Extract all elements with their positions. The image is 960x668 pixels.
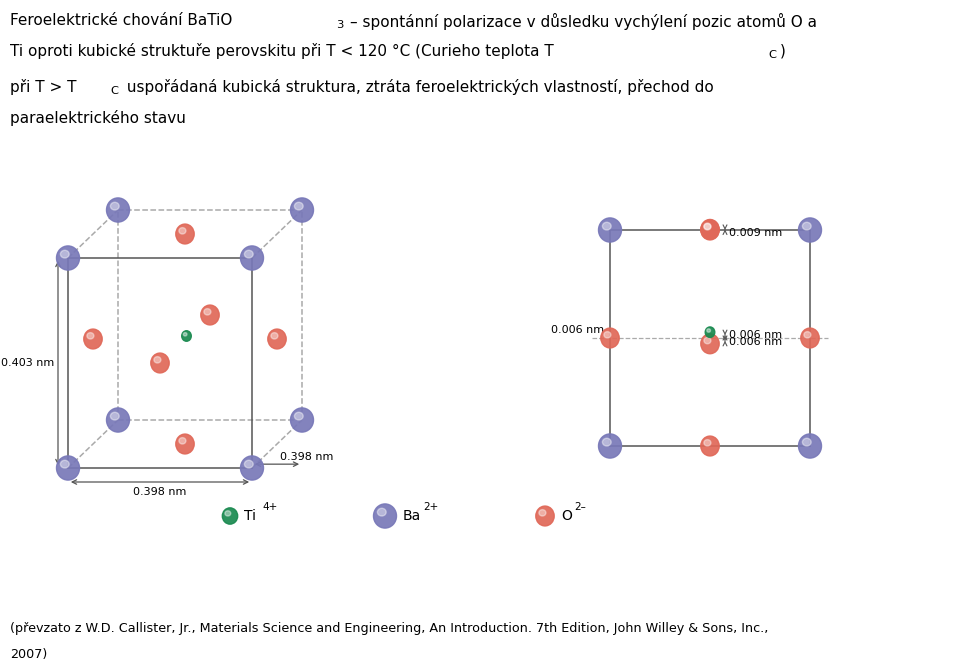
- Ellipse shape: [176, 434, 194, 454]
- Ellipse shape: [151, 353, 169, 373]
- Ellipse shape: [223, 508, 238, 524]
- Text: 0.006 nm: 0.006 nm: [551, 325, 604, 335]
- Ellipse shape: [176, 224, 194, 244]
- Ellipse shape: [601, 328, 619, 348]
- Ellipse shape: [57, 246, 80, 270]
- Ellipse shape: [804, 331, 811, 338]
- Ellipse shape: [603, 222, 612, 230]
- Text: 0.006 nm: 0.006 nm: [729, 330, 782, 340]
- Ellipse shape: [377, 508, 386, 516]
- Ellipse shape: [84, 329, 102, 349]
- Ellipse shape: [204, 309, 211, 315]
- Ellipse shape: [107, 198, 130, 222]
- Ellipse shape: [225, 511, 230, 516]
- Ellipse shape: [245, 460, 253, 468]
- Ellipse shape: [373, 504, 396, 528]
- Ellipse shape: [110, 202, 119, 210]
- Text: (převzato z W.D. Callister, Jr., Materials Science and Engineering, An Introduct: (převzato z W.D. Callister, Jr., Materia…: [10, 622, 768, 635]
- Ellipse shape: [241, 246, 263, 270]
- Ellipse shape: [241, 456, 263, 480]
- Ellipse shape: [598, 434, 621, 458]
- Ellipse shape: [87, 333, 94, 339]
- Ellipse shape: [245, 250, 253, 258]
- Text: 0.398 nm: 0.398 nm: [279, 452, 333, 462]
- Text: – spontánní polarizace v důsledku vychýlení pozic atomů O a: – spontánní polarizace v důsledku vychýl…: [350, 13, 817, 30]
- Text: paraelektrického stavu: paraelektrického stavu: [10, 110, 186, 126]
- Text: Feroelektrické chování BaTiO: Feroelektrické chování BaTiO: [10, 13, 232, 28]
- Ellipse shape: [706, 327, 715, 337]
- Ellipse shape: [201, 305, 219, 325]
- Ellipse shape: [295, 412, 303, 420]
- Ellipse shape: [704, 223, 711, 229]
- Ellipse shape: [539, 510, 546, 516]
- Text: 3: 3: [337, 20, 344, 30]
- Text: 2007): 2007): [10, 648, 47, 661]
- Ellipse shape: [701, 220, 719, 240]
- Ellipse shape: [704, 337, 711, 344]
- Text: C: C: [769, 51, 777, 61]
- Text: 2+: 2+: [423, 502, 439, 512]
- Ellipse shape: [291, 408, 314, 432]
- Ellipse shape: [110, 412, 119, 420]
- Ellipse shape: [801, 328, 819, 348]
- Text: 0.398 nm: 0.398 nm: [133, 487, 186, 497]
- Text: C: C: [110, 86, 118, 96]
- Ellipse shape: [536, 506, 554, 526]
- Text: při T > T: při T > T: [10, 79, 77, 96]
- Ellipse shape: [598, 218, 621, 242]
- Ellipse shape: [181, 331, 191, 341]
- Ellipse shape: [799, 434, 822, 458]
- Text: 4+: 4+: [262, 502, 277, 512]
- Ellipse shape: [701, 436, 719, 456]
- Text: Ba: Ba: [403, 509, 421, 523]
- Ellipse shape: [701, 334, 719, 354]
- Ellipse shape: [707, 329, 710, 332]
- Text: 0.403 nm: 0.403 nm: [1, 358, 54, 368]
- Text: 0.006 nm: 0.006 nm: [729, 337, 782, 347]
- Ellipse shape: [179, 228, 186, 234]
- Ellipse shape: [799, 218, 822, 242]
- Text: ): ): [780, 43, 786, 59]
- Ellipse shape: [803, 438, 811, 446]
- Text: uspořádaná kubická struktura, ztráta feroelektrických vlastností, přechod do: uspořádaná kubická struktura, ztráta fer…: [122, 79, 713, 96]
- Text: O: O: [561, 509, 572, 523]
- Ellipse shape: [60, 460, 69, 468]
- Ellipse shape: [704, 224, 711, 230]
- Ellipse shape: [183, 333, 187, 336]
- Ellipse shape: [704, 440, 711, 446]
- Ellipse shape: [295, 202, 303, 210]
- Ellipse shape: [107, 408, 130, 432]
- Ellipse shape: [271, 333, 278, 339]
- Ellipse shape: [179, 438, 186, 444]
- Ellipse shape: [604, 331, 611, 338]
- Ellipse shape: [701, 220, 719, 239]
- Ellipse shape: [803, 222, 811, 230]
- Text: Ti: Ti: [244, 509, 256, 523]
- Ellipse shape: [268, 329, 286, 349]
- Text: Ti oproti kubické struktuře perovskitu při T < 120 °C (Curieho teplota T: Ti oproti kubické struktuře perovskitu p…: [10, 43, 554, 59]
- Ellipse shape: [603, 438, 612, 446]
- Ellipse shape: [57, 456, 80, 480]
- Ellipse shape: [291, 198, 314, 222]
- Text: 2–: 2–: [574, 502, 586, 512]
- Text: 0.009 nm: 0.009 nm: [729, 228, 782, 238]
- Ellipse shape: [60, 250, 69, 258]
- Ellipse shape: [154, 357, 161, 363]
